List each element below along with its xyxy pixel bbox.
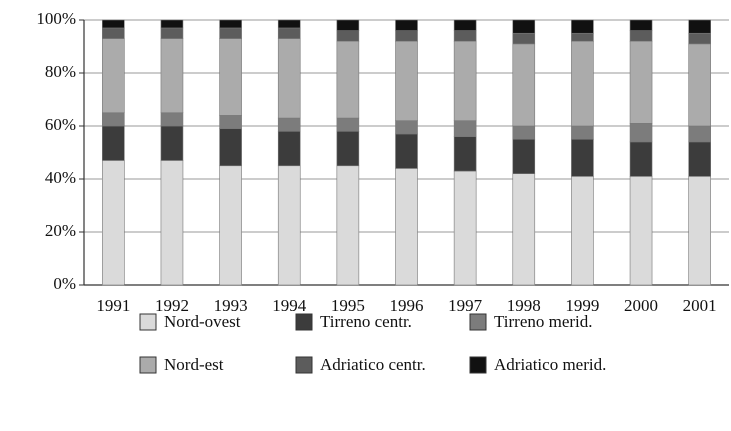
- bar-segment: [453, 170, 477, 286]
- bar-segment: [336, 19, 360, 31]
- legend-label: Nord-est: [164, 355, 224, 374]
- bar-segment: [277, 117, 301, 132]
- bar-segment: [512, 138, 536, 175]
- legend-swatch: [469, 313, 487, 331]
- bar-segment: [395, 40, 418, 122]
- legend-swatch: [295, 313, 313, 331]
- bar-segment: [336, 165, 360, 286]
- bar-segment: [629, 30, 653, 42]
- bar-segment: [219, 165, 242, 286]
- bar-segment: [336, 30, 360, 42]
- x-tick-label: 2001: [683, 296, 717, 315]
- bar-segment: [277, 19, 301, 29]
- bar-segment: [688, 176, 711, 286]
- bar-segment: [102, 38, 125, 114]
- bar-segment: [512, 125, 536, 140]
- bar-segment: [160, 38, 184, 114]
- x-tick-label: 1998: [507, 296, 541, 315]
- bar-segment: [277, 165, 301, 286]
- bar-segment: [277, 38, 301, 119]
- y-tick-label: 60%: [45, 115, 76, 134]
- legend-label: Tirreno merid.: [494, 312, 593, 331]
- bar-segment: [160, 112, 184, 127]
- x-tick-label: 1992: [155, 296, 189, 315]
- bar-segment: [629, 123, 653, 143]
- bar-segment: [512, 43, 536, 127]
- y-tick-label: 100%: [36, 9, 76, 28]
- bar-segment: [688, 19, 711, 34]
- legend-swatch: [139, 313, 157, 331]
- bar-segment: [219, 38, 242, 116]
- bar-segment: [453, 120, 477, 137]
- bar-segment: [395, 19, 418, 31]
- bar-segment: [629, 40, 653, 124]
- bar-segment: [512, 173, 536, 286]
- x-tick-label: 1999: [565, 296, 599, 315]
- x-tick-label: 1995: [331, 296, 365, 315]
- x-tick-label: 1993: [214, 296, 248, 315]
- bar-segment: [336, 40, 360, 119]
- x-tick-label: 2000: [624, 296, 658, 315]
- bar-segment: [571, 176, 594, 286]
- bar-segment: [453, 19, 477, 31]
- bar-segment: [453, 40, 477, 122]
- bar-segment: [688, 43, 711, 127]
- bar-segment: [629, 19, 653, 31]
- x-tick-label: 1991: [96, 296, 130, 315]
- legend-label: Adriatico centr.: [320, 355, 426, 374]
- legend-label: Nord-ovest: [164, 312, 241, 331]
- bar-segment: [688, 32, 711, 45]
- x-tick-label: 1997: [448, 296, 483, 315]
- legend-swatch: [295, 356, 313, 374]
- legend-swatch: [139, 356, 157, 374]
- legend-label: Tirreno centr.: [320, 312, 412, 331]
- bar-segment: [395, 168, 418, 286]
- bar-segment: [629, 176, 653, 286]
- bar-segment: [571, 32, 594, 42]
- bar-segment: [571, 125, 594, 140]
- bar-segment: [160, 125, 184, 161]
- bar-segment: [219, 19, 242, 29]
- y-tick-label: 80%: [45, 62, 76, 81]
- bar-segment: [512, 19, 536, 34]
- bar-segment: [102, 125, 125, 161]
- bar-segment: [102, 160, 125, 286]
- y-tick-label: 40%: [45, 168, 76, 187]
- bar-segment: [395, 133, 418, 169]
- bar-segment: [160, 160, 184, 286]
- bar-segment: [453, 136, 477, 172]
- bar-segment: [453, 30, 477, 42]
- bar-segment: [395, 30, 418, 42]
- y-tick-label: 20%: [45, 221, 76, 240]
- bar-segment: [336, 117, 360, 132]
- bar-segment: [336, 131, 360, 167]
- bar-segment: [219, 128, 242, 167]
- bar-segment: [629, 141, 653, 177]
- bar-segment: [277, 27, 301, 39]
- bar-segment: [102, 19, 125, 29]
- bar-segment: [571, 138, 594, 177]
- bar-segment: [102, 27, 125, 39]
- legend-label: Adriatico merid.: [494, 355, 606, 374]
- legend-swatch: [469, 356, 487, 374]
- bar-segment: [102, 112, 125, 127]
- bar-segment: [160, 19, 184, 29]
- bar-segment: [395, 120, 418, 135]
- bar-segment: [277, 131, 301, 167]
- bar-segment: [160, 27, 184, 39]
- y-tick-label: 0%: [53, 274, 76, 293]
- bar-segment: [571, 19, 594, 34]
- bar-segment: [219, 115, 242, 129]
- bar-segment: [571, 40, 594, 127]
- x-tick-label: 1994: [272, 296, 307, 315]
- x-tick-label: 1996: [390, 296, 424, 315]
- bar-segment: [688, 141, 711, 177]
- bar-segment: [512, 32, 536, 45]
- bar-segment: [219, 27, 242, 39]
- bar-segment: [688, 125, 711, 143]
